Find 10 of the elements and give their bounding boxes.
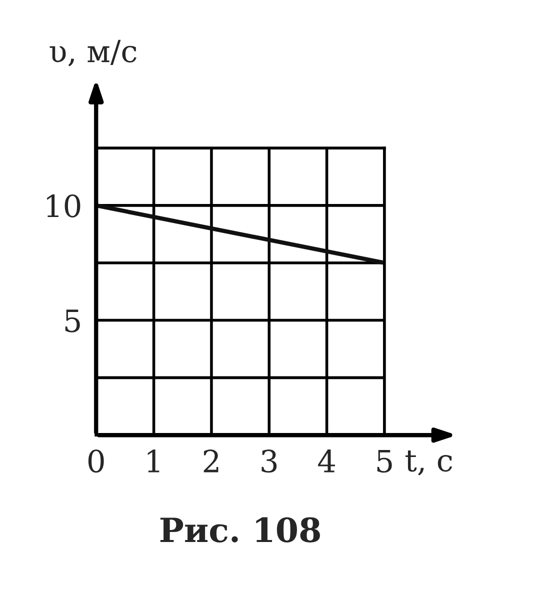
x-tick-label: 2 [204, 450, 218, 472]
x-axis-title: t, с [406, 450, 452, 476]
x-tick-label: 5 [377, 450, 392, 473]
x-tick-label: 3 [262, 450, 277, 473]
y-axis-title: υ, м/с [50, 40, 136, 66]
x-tick-label: 4 [318, 450, 335, 472]
y-tick-label: 10 [47, 194, 80, 218]
x-tick-label: 1 [148, 450, 160, 472]
x-tick-label: 0 [88, 450, 104, 473]
text: Рис. 108 [160, 517, 320, 542]
